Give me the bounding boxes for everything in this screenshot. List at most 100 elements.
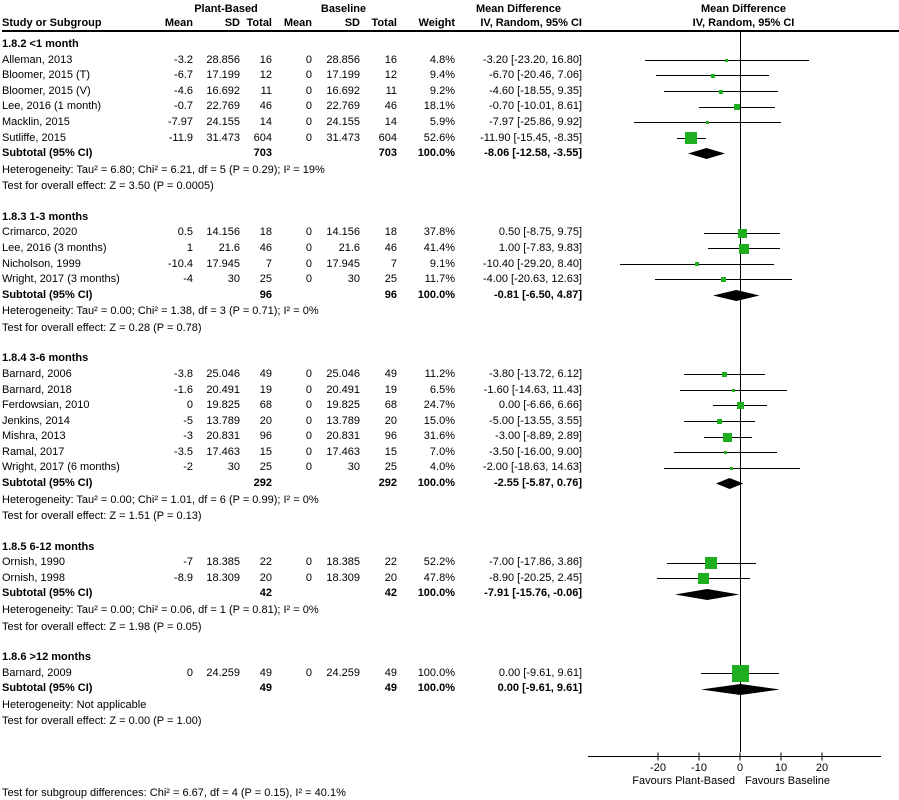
study-row: Ferdowsian, 2010 0 19.825 68 0 19.825 68 24.7% 0… <box>2 398 899 414</box>
subtotal-weight-cell: 100.0% <box>417 288 455 301</box>
weight-cell: 37.8% <box>423 226 455 239</box>
total2-cell: 49 <box>384 666 397 679</box>
subtotal-total1-cell: 703 <box>253 147 272 160</box>
zero-line <box>740 194 741 226</box>
zero-line <box>740 524 741 556</box>
plot-cell <box>588 713 899 730</box>
effect-square <box>723 432 733 442</box>
plot-cell <box>588 398 899 414</box>
total2-cell: 7 <box>390 257 397 270</box>
plot-cell <box>588 681 899 697</box>
mean1-cell: -1.6 <box>174 383 193 396</box>
mean2-cell: 0 <box>305 241 312 254</box>
weight-cell: 4.0% <box>429 461 455 474</box>
plot-cell <box>588 524 899 556</box>
sd1-cell: 19.825 <box>206 399 240 412</box>
mean2-cell: 0 <box>305 100 312 113</box>
heterogeneity-text: Heterogeneity: Tau² = 6.80; Chi² = 6.21,… <box>2 163 325 176</box>
study-name-cell: Barnard, 2009 <box>2 666 72 679</box>
mean2-cell: 0 <box>305 383 312 396</box>
mean2-cell: 0 <box>305 131 312 144</box>
plot-cell <box>588 336 899 367</box>
total1-column-header: Total <box>246 17 272 29</box>
weight-cell: 9.1% <box>429 257 455 270</box>
axis-tick-label: 0 <box>737 762 743 774</box>
effect-square <box>734 104 741 111</box>
plot-cell <box>588 225 899 241</box>
weight-cell: 31.6% <box>423 430 455 443</box>
overall-effect-text: Test for overall effect: Z = 1.98 (P = 0… <box>2 620 202 633</box>
study-row: Mishra, 2013 -3 20.831 96 0 20.831 96 31.6% -3.0… <box>2 429 899 445</box>
plot-cell <box>588 32 899 53</box>
plot-cell <box>588 99 899 115</box>
forest-table-body: 1.8.2 <1 month Alleman, 2013 -3.2 28.856 16 0… <box>2 32 899 730</box>
zero-line <box>740 178 741 195</box>
plot-cell <box>588 555 899 571</box>
study-name-cell: Lee, 2016 (1 month) <box>2 100 102 113</box>
sd1-cell: 18.309 <box>206 571 240 584</box>
effect-square <box>731 388 735 392</box>
study-name-cell: Nicholson, 1999 <box>2 257 81 270</box>
weight-cell: 100.0% <box>417 666 455 679</box>
total2-cell: 11 <box>385 84 397 97</box>
plot-ci-header: IV, Random, 95% CI <box>692 17 795 29</box>
weight-cell: 4.8% <box>429 53 455 66</box>
plot-cell <box>588 178 899 195</box>
weight-cell: 9.4% <box>429 69 455 82</box>
study-row: Lee, 2016 (1 month) -0.7 22.769 46 0 22.769 46… <box>2 99 899 115</box>
heterogeneity-row: Heterogeneity: Tau² = 0.00; Chi² = 1.38,… <box>2 303 899 320</box>
weight-cell: 6.5% <box>429 383 455 396</box>
plot-cell <box>588 52 899 69</box>
plot-cell <box>588 161 899 179</box>
zero-line <box>740 319 741 337</box>
weight-cell: 52.2% <box>423 556 455 569</box>
zero-line <box>740 161 741 179</box>
sd2-cell: 14.156 <box>326 226 360 239</box>
group1-header: Plant-Based <box>194 3 258 15</box>
mean2-cell: 0 <box>305 367 312 380</box>
total1-cell: 68 <box>259 399 272 412</box>
mean2-cell: 0 <box>305 53 312 66</box>
subtotal-weight-cell: 100.0% <box>417 682 455 695</box>
group2-header: Baseline <box>320 3 367 15</box>
weight-cell: 9.2% <box>429 84 455 97</box>
effect-square <box>705 557 718 570</box>
effect-square <box>698 573 709 585</box>
plot-cell <box>588 194 899 226</box>
ci-text-cell: -4.00 [-20.63, 12.63] <box>482 273 582 286</box>
total1-cell: 96 <box>259 430 272 443</box>
weight-cell: 7.0% <box>429 445 455 458</box>
total2-cell: 14 <box>384 115 397 128</box>
mean1-cell: -5 <box>183 414 193 427</box>
study-name-cell: Macklin, 2015 <box>2 115 70 128</box>
plot-cell <box>588 366 899 383</box>
sd2-cell: 13.789 <box>326 414 360 427</box>
effect-square <box>710 73 715 78</box>
sd2-cell: 24.259 <box>326 666 360 679</box>
weight-cell: 24.7% <box>423 399 455 412</box>
zero-line <box>740 303 741 320</box>
study-row: Ramal, 2017 -3.5 17.463 15 0 17.463 15 7.0% -3.5… <box>2 444 899 461</box>
effect-square <box>705 121 709 125</box>
zero-line <box>740 32 741 53</box>
subtotal-diamond <box>688 148 726 160</box>
sd2-cell: 31.473 <box>326 131 360 144</box>
effect-square <box>731 664 749 682</box>
heterogeneity-text: Heterogeneity: Tau² = 0.00; Chi² = 1.01,… <box>2 493 319 506</box>
effect-square <box>721 372 727 378</box>
study-name-cell: Ramal, 2017 <box>2 445 65 458</box>
ci-text-cell: -3.50 [-16.00, 9.00] <box>489 445 582 458</box>
effect-square <box>719 89 724 94</box>
sd1-cell: 18.385 <box>206 556 240 569</box>
mean1-cell: -4.6 <box>174 84 193 97</box>
favours-left-label: Favours Plant-Based <box>632 775 735 787</box>
effect-square <box>685 132 698 145</box>
plot-cell <box>588 586 899 603</box>
weight-cell: 18.1% <box>423 100 455 113</box>
effect-square <box>695 262 700 267</box>
zero-line <box>740 146 741 162</box>
effect-square <box>725 58 729 62</box>
heterogeneity-row: Heterogeneity: Tau² = 6.80; Chi² = 6.21,… <box>2 161 899 179</box>
total2-cell: 46 <box>384 100 397 113</box>
study-name-cell: Ferdowsian, 2010 <box>2 399 90 412</box>
